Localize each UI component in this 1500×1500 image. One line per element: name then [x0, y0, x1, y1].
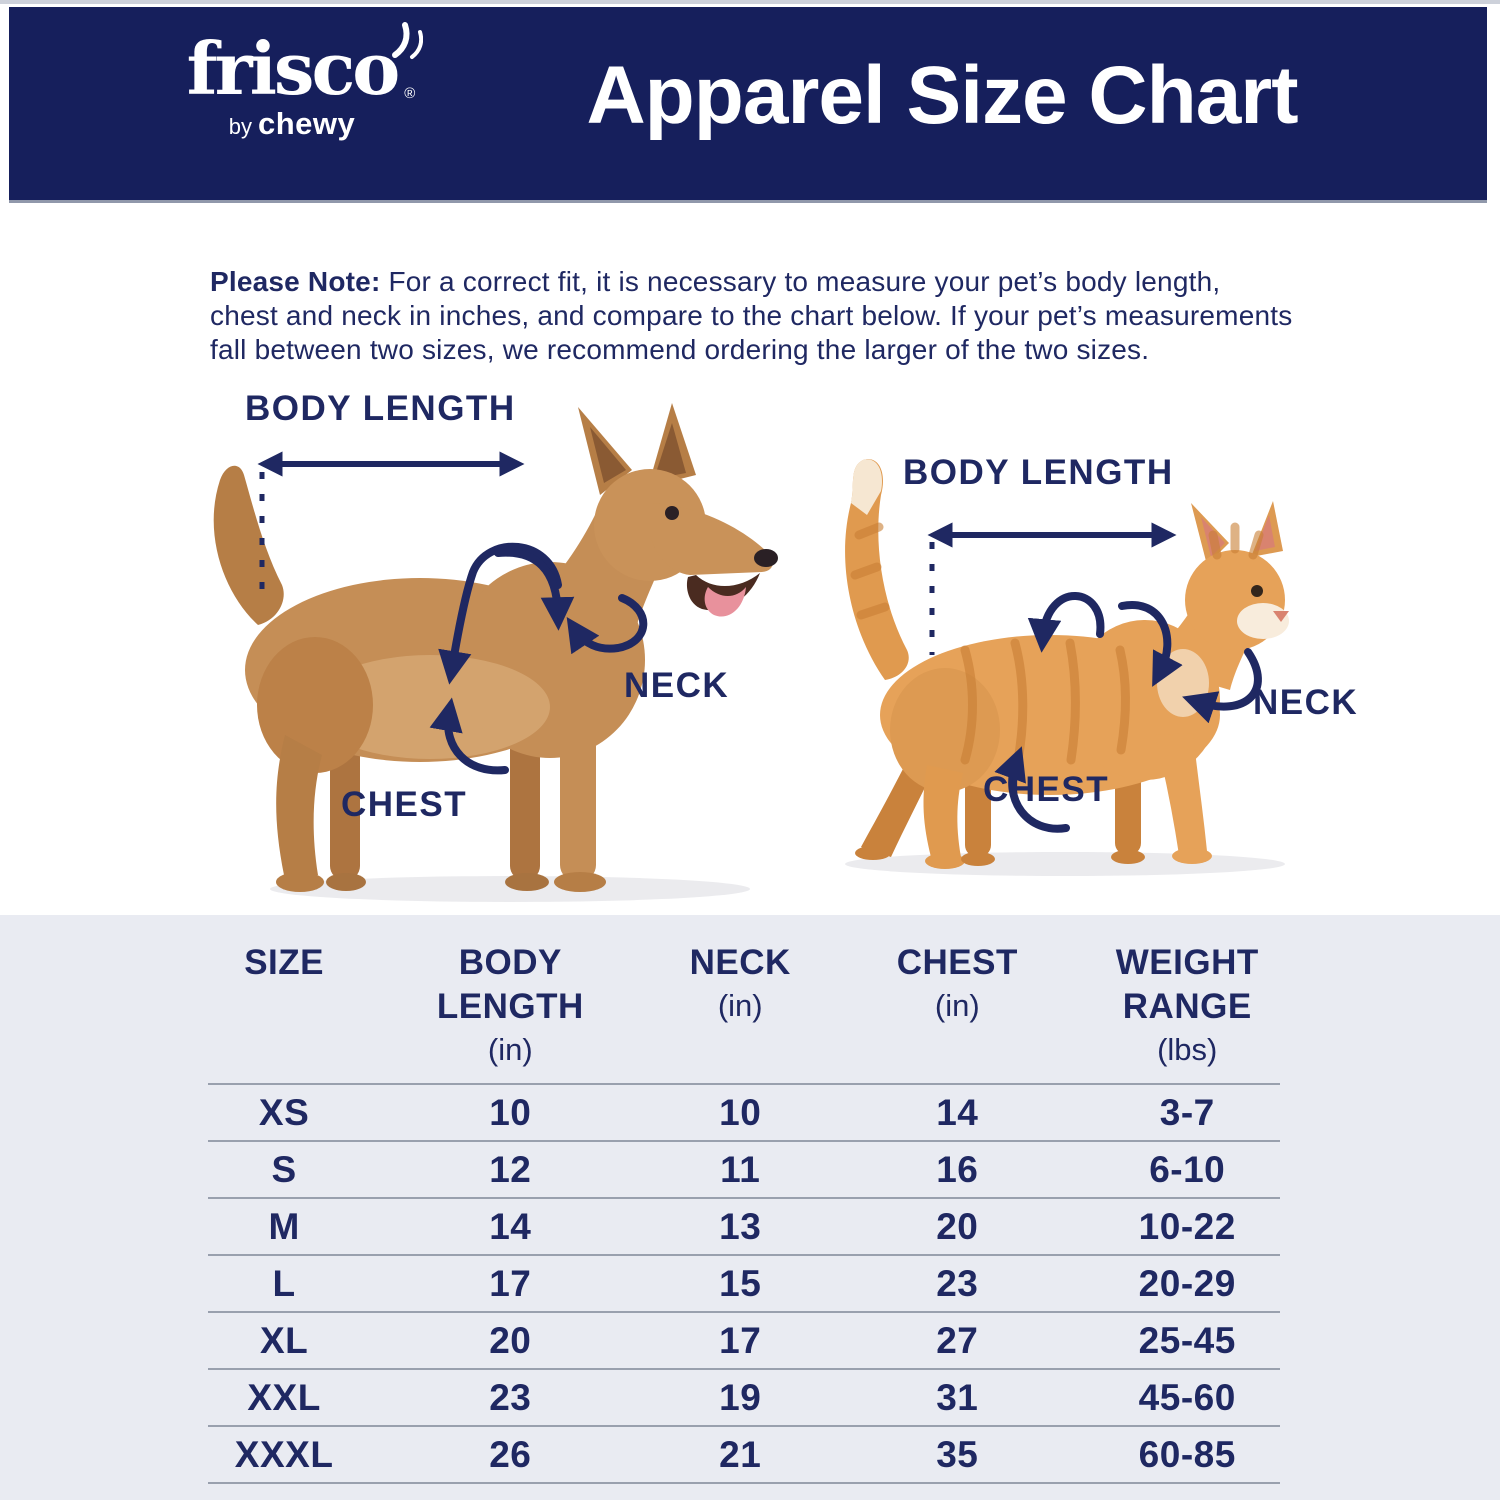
table-row-xxxl: XXXL 26 21 35 60-85 [208, 1425, 1280, 1484]
table-row-l: L 17 15 23 20-29 [208, 1254, 1280, 1311]
fit-note: Please Note: For a correct fit, it is ne… [210, 265, 1295, 367]
table-cell: 23 [936, 1262, 979, 1304]
table-row-s: S 12 11 16 6-10 [208, 1140, 1280, 1197]
header-line: SIZE [244, 943, 324, 982]
dog-body-length-label: BODY LENGTH [245, 389, 516, 428]
table-cell: 17 [719, 1319, 762, 1361]
table-cell: 26 [489, 1433, 532, 1475]
table-cell: 17 [489, 1262, 532, 1304]
size-table-header: SIZE BODY LENGTH (in) NECK (in) CHEST (i… [208, 941, 1280, 1071]
table-cell: 16 [936, 1148, 979, 1190]
frisco-logo: frisco ® by chewy [157, 22, 427, 139]
table-cell: 14 [489, 1205, 532, 1247]
table-cell: 31 [936, 1376, 979, 1418]
header-unit: (in) [487, 1032, 533, 1067]
brand-text: frisco [186, 26, 401, 111]
table-row-xxl: XXL 23 19 31 45-60 [208, 1368, 1280, 1425]
page-title: Apparel Size Chart [586, 50, 1298, 141]
table-cell: XXXL [234, 1433, 334, 1475]
table-cell: XXL [247, 1376, 321, 1418]
header-line: WEIGHT [1115, 943, 1259, 982]
cat-chest-label: CHEST [983, 770, 1110, 809]
table-cell: 45-60 [1138, 1376, 1236, 1418]
table-cell: 12 [489, 1148, 532, 1190]
table-row-xl: XL 20 17 27 25-45 [208, 1311, 1280, 1368]
table-cell: 15 [719, 1262, 762, 1304]
note-text: For a correct fit, it is necessary to me… [210, 266, 1293, 366]
header-unit: (in) [934, 988, 980, 1023]
table-cell: 3-7 [1159, 1091, 1215, 1133]
table-row-xs: XS 10 10 14 3-7 [208, 1083, 1280, 1140]
table-cell: S [271, 1148, 297, 1190]
table-cell: 25-45 [1138, 1319, 1236, 1361]
brand-wordmark: frisco ® [187, 22, 424, 105]
header-line: CHEST [896, 943, 1018, 982]
table-cell: 14 [936, 1091, 979, 1133]
header-line: BODY [458, 943, 562, 982]
column-header-body-length: BODY LENGTH (in) [360, 941, 660, 1071]
table-cell: 6-10 [1149, 1148, 1226, 1190]
table-cell: L [272, 1262, 296, 1304]
header-line: NECK [689, 943, 791, 982]
byline-by: by [228, 114, 252, 139]
table-cell: 20 [489, 1319, 532, 1361]
size-table-section: SIZE BODY LENGTH (in) NECK (in) CHEST (i… [0, 915, 1500, 1500]
header-banner: frisco ® by chewy Apparel Size Chart [9, 7, 1487, 203]
size-table-body: XS 10 10 14 3-7 S 12 11 16 6-10 M 14 13 … [208, 1083, 1280, 1484]
table-cell: 35 [936, 1433, 979, 1475]
header-unit: (lbs) [1157, 1032, 1218, 1067]
logo-swoosh-icon [392, 22, 424, 59]
column-header-size: SIZE [208, 941, 360, 1071]
column-header-chest: CHEST (in) [820, 941, 1094, 1071]
header-line: LENGTH [436, 987, 584, 1026]
table-row-m: M 14 13 20 10-22 [208, 1197, 1280, 1254]
table-cell: 20-29 [1138, 1262, 1236, 1304]
table-cell: 10 [719, 1091, 762, 1133]
dog-chest-label: CHEST [341, 785, 468, 824]
table-cell: 27 [936, 1319, 979, 1361]
cat-body-length-label: BODY LENGTH [903, 453, 1174, 492]
table-cell: XS [258, 1091, 310, 1133]
header-line: RANGE [1122, 987, 1252, 1026]
byline: by chewy [157, 108, 427, 139]
table-cell: M [268, 1205, 300, 1247]
table-cell: 60-85 [1138, 1433, 1236, 1475]
table-cell: 11 [720, 1148, 761, 1190]
registered-mark: ® [404, 85, 416, 102]
table-cell: XL [259, 1319, 309, 1361]
top-border [0, 0, 1500, 4]
table-cell: 10-22 [1138, 1205, 1236, 1247]
column-header-neck: NECK (in) [660, 941, 820, 1071]
table-cell: 10 [489, 1091, 532, 1133]
dog-neck-label: NECK [624, 666, 730, 705]
cat-neck-label: NECK [1253, 683, 1359, 722]
dog-illustration [213, 403, 778, 902]
table-cell: 19 [719, 1376, 762, 1418]
column-header-weight-range: WEIGHT RANGE (lbs) [1095, 941, 1280, 1071]
note-label: Please Note: [210, 266, 381, 297]
header-unit: (in) [717, 988, 763, 1023]
table-cell: 13 [719, 1205, 762, 1247]
chewy-wordmark: chewy [257, 106, 356, 141]
table-cell: 20 [936, 1205, 979, 1247]
table-cell: 23 [489, 1376, 532, 1418]
table-cell: 21 [719, 1433, 762, 1475]
